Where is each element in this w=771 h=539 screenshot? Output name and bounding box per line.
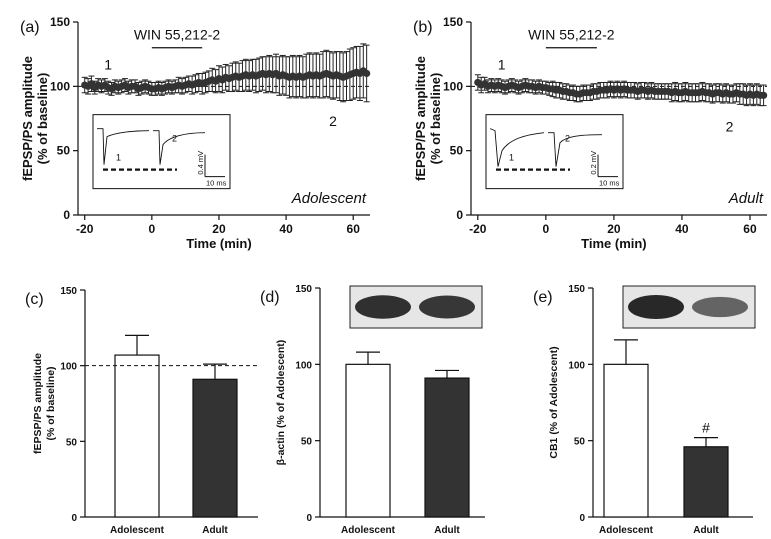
x-tick-label-adolescent: Adolescent bbox=[599, 525, 654, 536]
blot-band-adolescent bbox=[628, 295, 684, 319]
group-label-a: Adolescent bbox=[291, 190, 367, 207]
trace-2-a bbox=[153, 130, 206, 165]
y-tick-label-e: 100 bbox=[568, 360, 585, 371]
y-tick-label-c: 100 bbox=[60, 362, 77, 373]
inset-label-2-a: 2 bbox=[172, 134, 177, 144]
time-label-1-b: 1 bbox=[498, 57, 506, 73]
x-tick-label-adult: Adult bbox=[434, 525, 460, 536]
x-tick-label-a: 0 bbox=[148, 222, 155, 236]
x-tick-label-b: -20 bbox=[469, 222, 487, 236]
data-point bbox=[759, 91, 768, 99]
bar-adolescent bbox=[345, 363, 391, 518]
panel-label-d: (d) bbox=[260, 289, 280, 306]
x-tick-label-b: 20 bbox=[607, 222, 621, 236]
drug-label-a: WIN 55,212-2 bbox=[134, 27, 221, 43]
time-label-2-b: 2 bbox=[726, 118, 734, 134]
scale-v-label-a: 0.4 mV bbox=[196, 151, 205, 175]
x-tick-label-a: 20 bbox=[212, 222, 226, 236]
y-tick-label-c: 0 bbox=[71, 513, 77, 524]
inset-label-1-b: 1 bbox=[509, 153, 514, 163]
y-axis-label-e: CB1 (% of Adolescent) bbox=[548, 346, 560, 458]
x-tick-label-b: 40 bbox=[675, 222, 689, 236]
y-tick-label-b: 0 bbox=[456, 208, 463, 222]
y-axis-label-c: fEPSP/PS amplitude(% of baseline) bbox=[32, 353, 57, 454]
y-tick-label-a: 100 bbox=[50, 79, 70, 93]
trace-1-a bbox=[97, 128, 150, 165]
scale-v-label-b: 0.2 mV bbox=[589, 151, 598, 175]
y-axis-label-line2: (% of baseline) bbox=[35, 73, 50, 165]
y-tick-label-e: 150 bbox=[568, 284, 585, 295]
y-tick-label-d: 50 bbox=[301, 437, 313, 448]
y-tick-label-b: 150 bbox=[443, 15, 463, 29]
trace-1-b bbox=[489, 128, 545, 167]
y-axis-label-d: β-actin (% of Adolescent) bbox=[275, 340, 287, 466]
time-label-2-a: 2 bbox=[329, 113, 337, 129]
panel-label-e: (e) bbox=[533, 289, 553, 306]
y-tick-label-a: 50 bbox=[57, 144, 71, 158]
bar-adolescent bbox=[114, 354, 160, 518]
panel-label-c: (c) bbox=[25, 291, 44, 308]
x-tick-label-b: 0 bbox=[543, 222, 550, 236]
y-axis-label-a: fEPSP/PS amplitude(% of baseline) bbox=[20, 56, 50, 181]
y-axis-label-line2: (% of baseline) bbox=[45, 366, 57, 440]
bar-adult bbox=[683, 446, 729, 518]
y-axis-label-line2: (% of baseline) bbox=[428, 73, 443, 165]
y-tick-label-d: 0 bbox=[306, 513, 312, 524]
x-axis-label-a: Time (min) bbox=[186, 236, 252, 251]
blot-band-adult bbox=[419, 295, 475, 319]
data-point bbox=[363, 69, 371, 78]
x-tick-label-adolescent: Adolescent bbox=[341, 525, 396, 536]
y-axis-label-line1: fEPSP/PS amplitude bbox=[32, 353, 44, 454]
y-tick-label-b: 100 bbox=[443, 79, 463, 93]
y-tick-label-d: 100 bbox=[295, 360, 312, 371]
bar-adult bbox=[192, 378, 238, 518]
panel-label-a: (a) bbox=[20, 19, 40, 36]
y-tick-label-a: 150 bbox=[50, 15, 70, 29]
y-tick-label-a: 0 bbox=[63, 208, 70, 222]
x-tick-label-a: 40 bbox=[279, 222, 293, 236]
x-tick-label-adult: Adult bbox=[202, 525, 228, 536]
blot-band-adolescent bbox=[355, 295, 411, 319]
scale-t-label-a: 10 ms bbox=[206, 179, 227, 188]
y-axis-label-b: fEPSP/PS amplitude(% of baseline) bbox=[413, 56, 443, 181]
scale-t-label-b: 10 ms bbox=[599, 179, 620, 188]
y-tick-label-c: 150 bbox=[60, 286, 77, 297]
y-tick-label-d: 150 bbox=[295, 284, 312, 295]
trace-2-b bbox=[548, 132, 603, 167]
y-tick-label-e: 0 bbox=[579, 513, 585, 524]
significance-marker: # bbox=[702, 420, 710, 436]
y-tick-label-b: 50 bbox=[450, 144, 464, 158]
y-axis-label-line1: fEPSP/PS amplitude bbox=[20, 56, 35, 181]
time-label-1-a: 1 bbox=[104, 57, 112, 73]
blot-band-adult bbox=[692, 296, 748, 318]
drug-label-b: WIN 55,212-2 bbox=[528, 27, 615, 43]
y-axis-label-line1: fEPSP/PS amplitude bbox=[413, 56, 428, 181]
x-tick-label-a: 60 bbox=[347, 222, 361, 236]
x-tick-label-a: -20 bbox=[76, 222, 94, 236]
bar-adult bbox=[424, 377, 470, 518]
y-tick-label-e: 50 bbox=[574, 437, 586, 448]
y-tick-label-c: 50 bbox=[66, 437, 78, 448]
inset-label-1-a: 1 bbox=[116, 153, 121, 163]
x-axis-label-b: Time (min) bbox=[581, 236, 647, 251]
bar-adolescent bbox=[603, 363, 649, 518]
inset-label-2-b: 2 bbox=[565, 134, 570, 144]
group-label-b: Adult bbox=[728, 190, 764, 207]
x-tick-label-adult: Adult bbox=[693, 525, 719, 536]
x-tick-label-adolescent: Adolescent bbox=[110, 525, 165, 536]
panel-label-b: (b) bbox=[413, 19, 433, 36]
x-tick-label-b: 60 bbox=[743, 222, 757, 236]
inset-box-b bbox=[485, 114, 624, 190]
